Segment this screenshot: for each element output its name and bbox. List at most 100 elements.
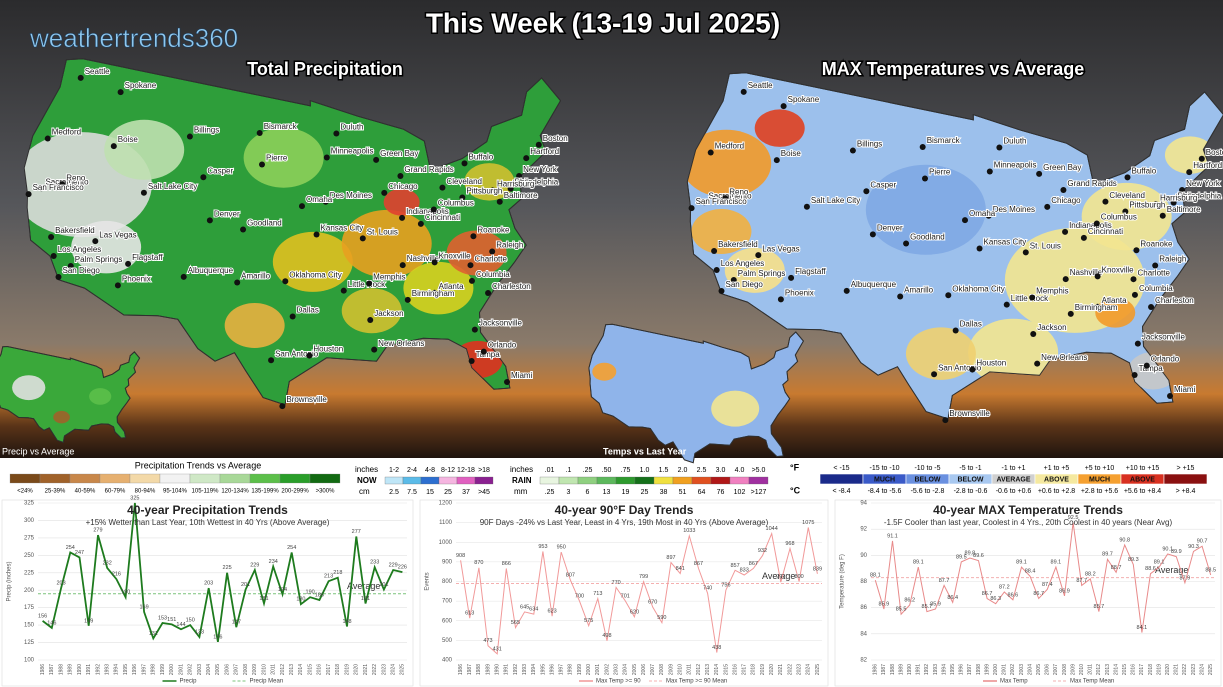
x-tick-label: 2019 bbox=[1156, 664, 1162, 675]
city-label: Harrisburg bbox=[497, 179, 534, 188]
city-dot bbox=[366, 280, 373, 287]
city-dot bbox=[359, 235, 366, 242]
map-shading bbox=[592, 362, 760, 427]
x-tick-label: 1993 bbox=[105, 664, 111, 675]
x-tick-label: 2004 bbox=[623, 664, 629, 675]
city-dot bbox=[1094, 303, 1101, 310]
legend-swatch bbox=[634, 476, 655, 485]
legend-swatch bbox=[129, 473, 161, 484]
x-tick-label: 1991 bbox=[916, 664, 922, 675]
x-tick-label: 1990 bbox=[495, 664, 501, 675]
data-label: 89.9 bbox=[1171, 549, 1182, 555]
city-label: Indianapolis bbox=[1069, 221, 1112, 230]
city-dot bbox=[863, 188, 870, 195]
legend-swatch bbox=[189, 473, 221, 484]
map: Seattle Spokane Medford Boise Billings Bismar… bbox=[686, 72, 1223, 424]
city-dot bbox=[1186, 169, 1193, 176]
legend-swatch bbox=[420, 476, 440, 485]
x-tick-label: 2003 bbox=[1019, 664, 1025, 675]
data-label: 670 bbox=[648, 599, 657, 605]
city-label: San Antonio bbox=[938, 363, 982, 372]
legend-swatch bbox=[539, 476, 560, 485]
city-label: Nashville bbox=[407, 254, 440, 263]
city-dot bbox=[1080, 234, 1087, 241]
x-tick-label: 2024 bbox=[806, 664, 812, 675]
data-label: 234 bbox=[269, 559, 278, 565]
x-tick-label: 2017 bbox=[742, 664, 748, 675]
chart-subtitle: 90F Days -24% vs Last Year, Least in 4 Y… bbox=[480, 518, 769, 527]
city-dot bbox=[523, 155, 530, 162]
city-dot bbox=[417, 220, 424, 227]
city-dot bbox=[313, 231, 320, 238]
city-label: Charlotte bbox=[474, 254, 507, 263]
data-label: 89.7 bbox=[1102, 552, 1113, 558]
city-label: Boise bbox=[781, 149, 802, 158]
chart-title: 40-year MAX Temperature Trends bbox=[933, 503, 1123, 517]
city-label: San Francisco bbox=[33, 183, 85, 192]
city-dot bbox=[707, 149, 714, 156]
city-label: Houston bbox=[976, 359, 1006, 368]
data-label: 90.8 bbox=[1119, 537, 1130, 543]
city-label: Roanoke bbox=[1140, 239, 1173, 248]
city-dot bbox=[1134, 340, 1141, 347]
x-tick-label: 2011 bbox=[687, 664, 693, 675]
x-tick-label: 2017 bbox=[1139, 664, 1145, 675]
city-dot bbox=[1062, 276, 1069, 283]
city-dot bbox=[92, 238, 99, 245]
data-label: 86.7 bbox=[982, 591, 993, 597]
city-label: Pittsburgh bbox=[466, 187, 502, 196]
city-label: Birmingham bbox=[1075, 303, 1118, 312]
city-dot bbox=[711, 247, 718, 254]
x-tick-label: 2018 bbox=[1148, 664, 1154, 675]
legend-swatch bbox=[39, 473, 71, 484]
city-label: Salt Lake City bbox=[811, 196, 860, 205]
data-label: 148 bbox=[342, 619, 351, 625]
data-label: 968 bbox=[785, 541, 794, 547]
city-label: Raleigh bbox=[496, 241, 523, 250]
shade-area bbox=[89, 388, 112, 405]
legend-label: Precip bbox=[180, 679, 198, 685]
shade-area bbox=[341, 288, 402, 334]
city-dot bbox=[48, 233, 55, 240]
x-tick-label: 2001 bbox=[1002, 664, 1008, 675]
x-tick-label: 1992 bbox=[95, 664, 101, 675]
legend-unit: inches bbox=[510, 465, 533, 474]
chart-title: 40-year 90°F Day Trends bbox=[555, 503, 694, 517]
city-label: Bakersfield bbox=[718, 240, 758, 249]
data-label: 88.5 bbox=[1205, 567, 1216, 573]
legend-label: -15 to -10 bbox=[870, 465, 900, 472]
data-label: 800 bbox=[795, 574, 804, 580]
legend-label: 13 bbox=[603, 489, 611, 496]
city-label: Denver bbox=[214, 209, 240, 218]
data-label: 84.1 bbox=[1137, 625, 1148, 631]
chart-title: 40-year Precipitation Trends bbox=[127, 503, 288, 517]
city-dot bbox=[788, 274, 795, 281]
data-label: 575 bbox=[584, 618, 593, 624]
legend-label: 200-299% bbox=[281, 489, 309, 495]
maps: Seattle Spokane Medford Boise Billings Bismar… bbox=[0, 57, 1223, 464]
city-dot bbox=[38, 185, 45, 192]
data-label: 180 bbox=[296, 597, 305, 603]
city-label: Denver bbox=[877, 223, 903, 232]
y-tick-label: 150 bbox=[24, 623, 35, 629]
y-tick-label: 325 bbox=[24, 501, 35, 507]
x-tick-label: 2012 bbox=[1096, 664, 1102, 675]
y-tick-label: 82 bbox=[860, 658, 867, 664]
city-label: Des Moines bbox=[993, 205, 1035, 214]
city-dot bbox=[25, 191, 32, 198]
x-tick-label: 2024 bbox=[390, 664, 396, 675]
city-dot bbox=[1022, 249, 1029, 256]
legend-unit: inches bbox=[355, 465, 378, 474]
y-tick-label: 175 bbox=[24, 605, 35, 611]
legend-label: 51 bbox=[679, 489, 687, 496]
legend-title: Precipitation Trends vs Average bbox=[135, 460, 261, 470]
city-dot bbox=[1034, 360, 1041, 367]
city-dot bbox=[516, 173, 523, 180]
y-tick-label: 1000 bbox=[439, 540, 453, 546]
chart-frame bbox=[1, 499, 414, 687]
x-tick-label: 2020 bbox=[354, 664, 360, 675]
data-label: 225 bbox=[223, 565, 232, 571]
legend-label: 38 bbox=[660, 489, 668, 496]
inset-title: Precip vs Average bbox=[2, 446, 74, 456]
city-dot bbox=[985, 212, 992, 219]
